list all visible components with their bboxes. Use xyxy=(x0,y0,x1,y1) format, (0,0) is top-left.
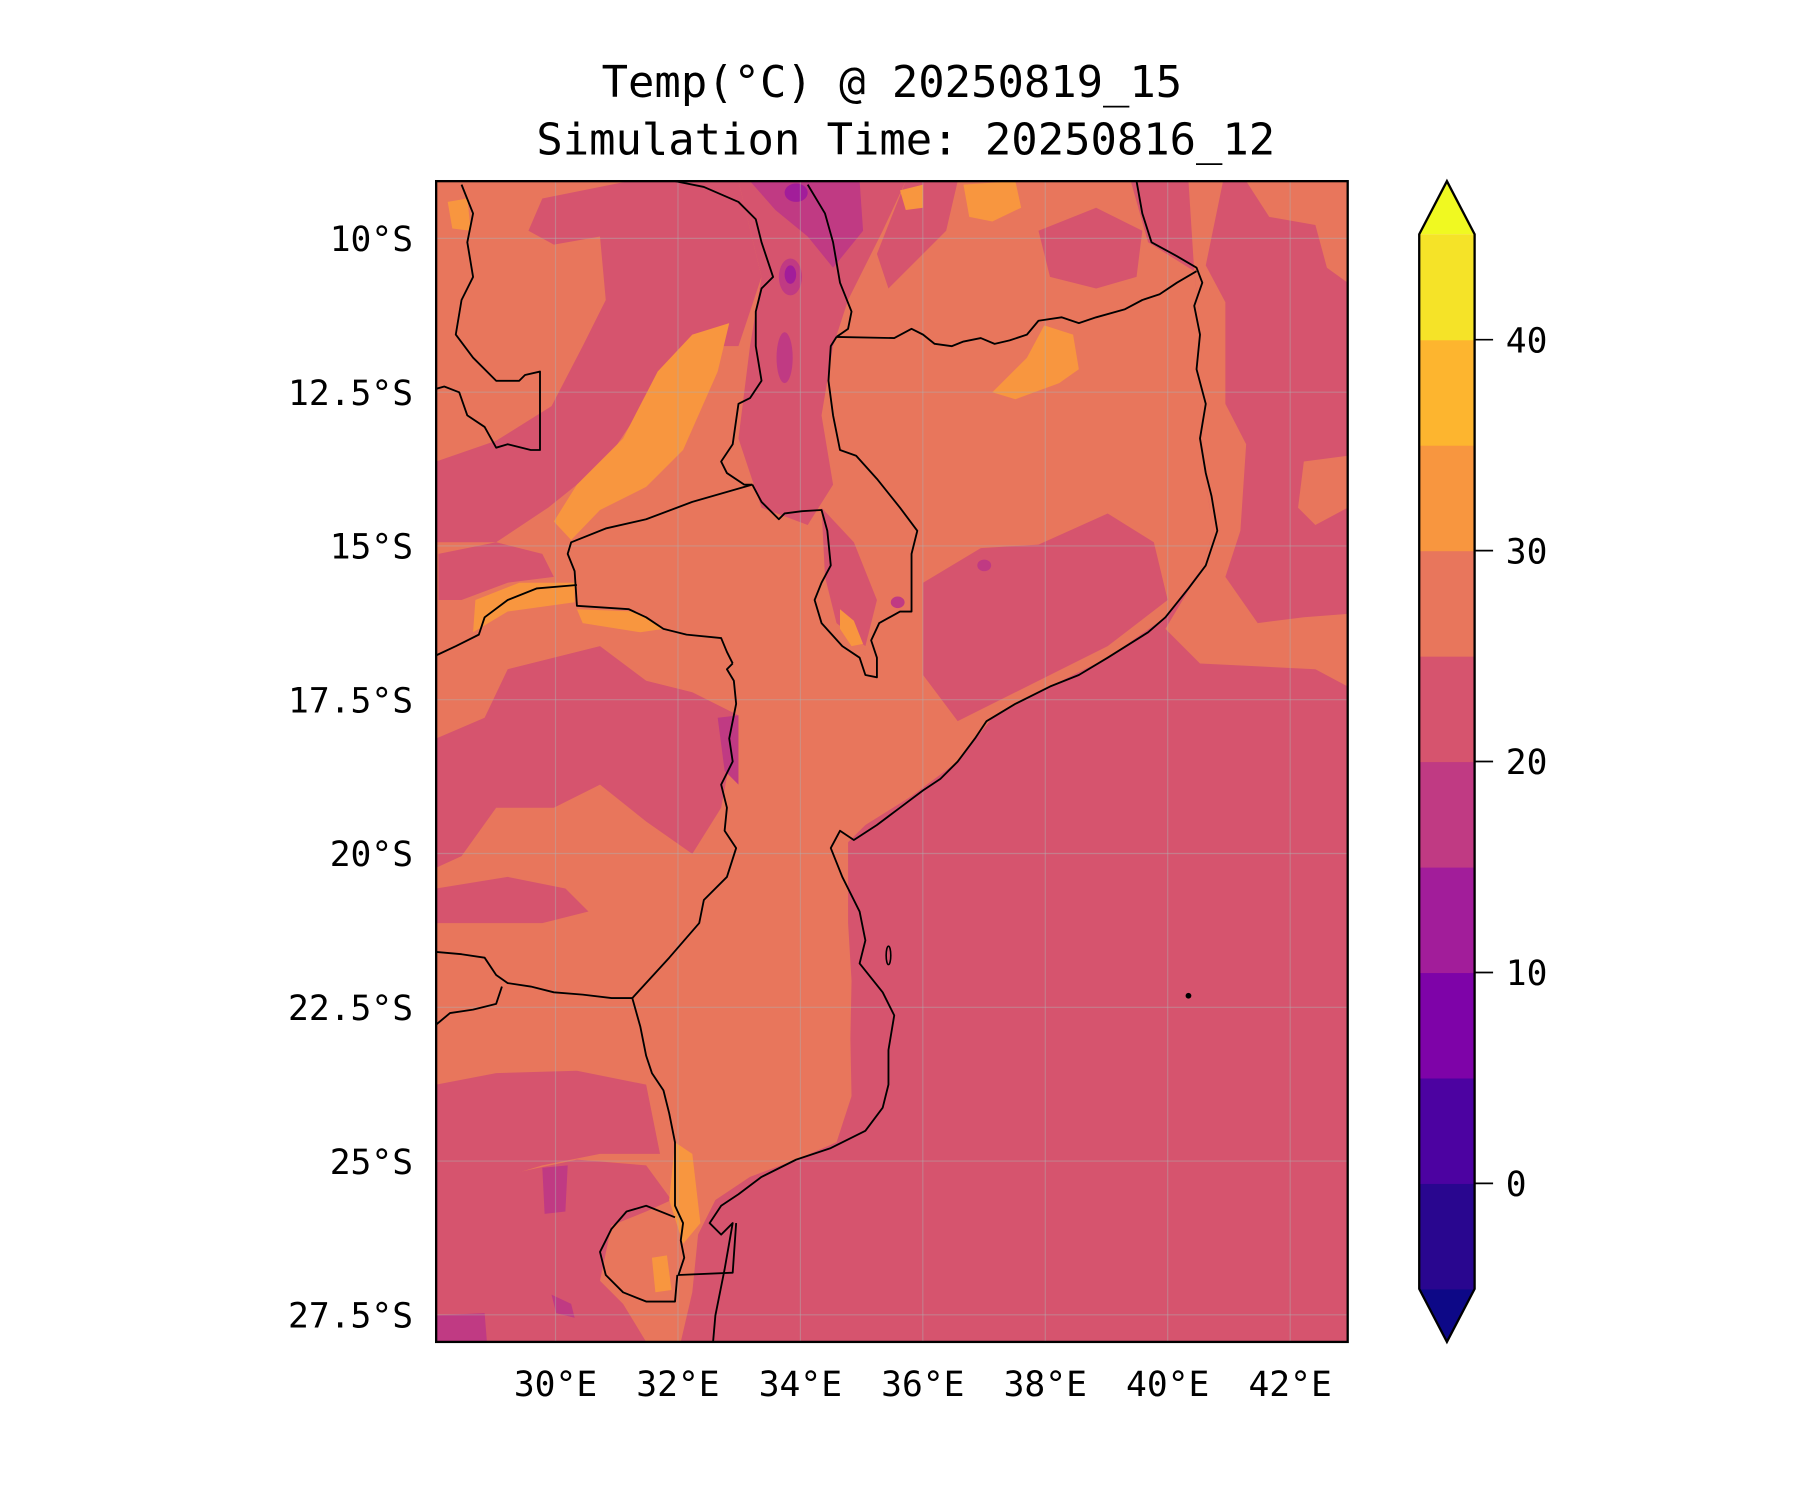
colorbar-band xyxy=(1419,445,1475,552)
zambezi-south-cool-strip xyxy=(438,542,554,600)
ocean-warm-coastal-band xyxy=(1165,181,1348,687)
hot-diagonal-streak xyxy=(553,323,730,540)
title-line-1: Temp(°C) @ 20250819_15 xyxy=(602,57,1183,108)
hot-patch-zambezi-west xyxy=(473,582,575,633)
title-line-2: Simulation Time: 20250816_12 xyxy=(536,115,1275,166)
border-south-africa-mozambique xyxy=(631,997,738,1276)
top-center-cool-patch xyxy=(876,181,958,289)
hot-patch-top xyxy=(963,181,1022,222)
hot-patch-top-2 xyxy=(900,184,924,210)
lon-tick-label: 30°E xyxy=(514,1365,597,1405)
colorbar-band xyxy=(1419,234,1475,341)
hot-patch-zambezi xyxy=(576,609,664,633)
cold-spot-malawi-north xyxy=(784,265,797,284)
colorbar-band xyxy=(1419,339,1475,446)
map-frame xyxy=(434,179,1349,1344)
colorbar-outline xyxy=(1418,178,1476,1345)
contour-10-15 xyxy=(784,183,808,284)
hot-patch-south xyxy=(669,1142,701,1244)
malawi-south-cool-patch xyxy=(821,507,877,647)
ocean-warm-patch-e xyxy=(1298,455,1348,525)
lat-tick-label: 25°S xyxy=(330,1143,413,1183)
border-malawi-tanzania xyxy=(806,184,853,338)
colorbar-band xyxy=(1419,550,1475,657)
hot-patch-eswatini xyxy=(651,1255,672,1293)
coastline xyxy=(708,181,1219,1342)
cool-spot-ne xyxy=(977,559,992,572)
hot-patch-nw xyxy=(447,198,471,231)
lat-tick-label: 17.5°S xyxy=(288,681,413,721)
contour-15-20 xyxy=(436,181,992,1342)
border-malawi-mozambique xyxy=(751,336,919,679)
island-bazaruto xyxy=(885,945,892,966)
lon-tick-label: 42°E xyxy=(1248,1365,1331,1405)
cool-highland-sa xyxy=(542,1165,568,1214)
border-zambia-malawi xyxy=(674,181,774,486)
lat-tick-label: 22.5°S xyxy=(288,989,413,1029)
hot-patch-ne xyxy=(992,325,1079,400)
malawi-rift-cool-band xyxy=(738,181,906,525)
colorbar: 0 10 20 30 40 xyxy=(1418,178,1548,1345)
cool-spot-malawi-south xyxy=(890,596,905,609)
central-west-cool-region xyxy=(436,646,739,868)
lon-tick-label: 40°E xyxy=(1126,1365,1209,1405)
contour-20-25-land xyxy=(436,181,1168,1342)
lat-tick-label: 15°S xyxy=(330,528,413,568)
border-tanzania-mozambique xyxy=(836,270,1198,348)
colorbar-band xyxy=(1419,1183,1475,1290)
border-zambia-zimbabwe xyxy=(436,584,578,657)
cool-highland-malawi xyxy=(776,332,793,384)
lon-tick-label: 38°E xyxy=(1004,1365,1087,1405)
country-borders xyxy=(436,181,1219,1342)
island-europa xyxy=(1185,992,1192,999)
colorbar-band xyxy=(1419,972,1475,1079)
lat-tick-label: 20°S xyxy=(330,835,413,875)
border-drc-zambia xyxy=(436,184,541,451)
colorbar-band xyxy=(1419,867,1475,974)
lon-tick-label: 36°E xyxy=(881,1365,964,1405)
ocean-warm-patch-ne xyxy=(1246,181,1348,283)
colorbar-band xyxy=(1419,761,1475,868)
colorbar-over-arrow xyxy=(1419,181,1475,235)
cool-highland-border xyxy=(717,715,739,785)
nw-diagonal-cool-band xyxy=(436,181,762,543)
lat-tick-label: 27.5°S xyxy=(288,1297,413,1337)
colorbar-under-arrow xyxy=(1419,1288,1475,1342)
hot-patch-malawi-south xyxy=(840,609,864,647)
cold-spot-top xyxy=(784,183,808,202)
border-zambia-mozambique xyxy=(566,483,753,664)
lon-tick-label: 34°E xyxy=(759,1365,842,1405)
cool-highland-sw-corner xyxy=(436,1313,487,1342)
border-eswatini xyxy=(599,1204,679,1303)
cool-highland-eswatini-south xyxy=(551,1294,575,1318)
sw-cool-region-1 xyxy=(436,1070,660,1189)
border-zimbabwe-mozambique xyxy=(631,662,738,999)
colorbar-tick-label: 40 xyxy=(1506,321,1548,361)
map-area xyxy=(436,181,1348,1342)
sw-cool-region-2 xyxy=(436,1159,672,1342)
axis-labels: 30°E 32°E 34°E 36°E 38°E 40°E 42°E 10°S 12.5°S 15… xyxy=(288,220,1332,1405)
contour-30-35 xyxy=(447,181,1079,1293)
gridlines xyxy=(436,181,1348,1342)
colorbar-band xyxy=(1419,1077,1475,1184)
lon-tick-label: 32°E xyxy=(636,1365,719,1405)
west-mid-cool-strip xyxy=(436,876,589,924)
colorbar-tick-label: 20 xyxy=(1506,743,1548,783)
lat-tick-label: 12.5°S xyxy=(288,374,413,414)
border-botswana-south-africa xyxy=(436,986,503,1026)
colorbar-tick-label: 0 xyxy=(1506,1165,1527,1205)
colorbar-tick-label: 30 xyxy=(1506,532,1548,572)
lat-tick-label: 10°S xyxy=(330,220,413,260)
colorbar-band xyxy=(1419,656,1475,763)
border-zimbabwe-south-africa xyxy=(436,951,633,999)
colorbar-tick-label: 10 xyxy=(1506,954,1548,994)
ne-tanzania-cool-patch xyxy=(1038,207,1143,289)
cool-highland-north xyxy=(749,181,864,268)
